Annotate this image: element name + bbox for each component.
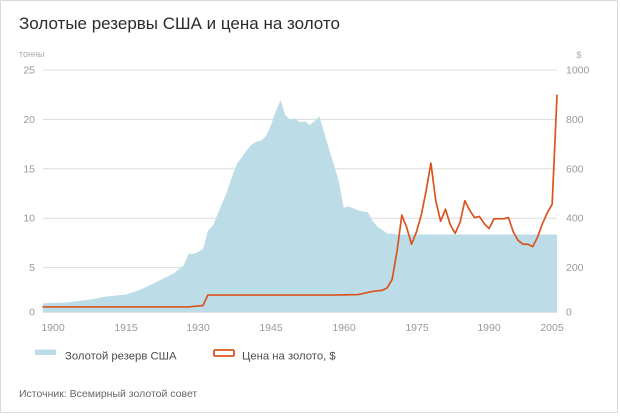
svg-text:25: 25 bbox=[23, 65, 35, 77]
svg-text:Цена на золото, $: Цена на золото, $ bbox=[242, 351, 336, 363]
svg-text:1900: 1900 bbox=[41, 322, 65, 334]
svg-text:$: $ bbox=[576, 50, 581, 60]
svg-text:0: 0 bbox=[29, 307, 35, 319]
svg-text:800: 800 bbox=[566, 114, 584, 126]
svg-text:2005: 2005 bbox=[540, 322, 564, 334]
svg-text:15: 15 bbox=[23, 163, 35, 175]
svg-text:1960: 1960 bbox=[332, 322, 356, 334]
svg-text:600: 600 bbox=[566, 163, 584, 175]
svg-text:тонны: тонны bbox=[19, 49, 44, 59]
svg-text:0: 0 bbox=[566, 307, 572, 319]
svg-text:1000: 1000 bbox=[566, 65, 590, 77]
svg-text:Источник: Всемирный золотой со: Источник: Всемирный золотой совет bbox=[19, 388, 197, 400]
svg-text:1915: 1915 bbox=[114, 322, 138, 334]
svg-text:5: 5 bbox=[29, 262, 35, 274]
svg-text:200: 200 bbox=[566, 262, 584, 274]
svg-text:1975: 1975 bbox=[405, 322, 429, 334]
svg-text:400: 400 bbox=[566, 213, 584, 225]
svg-text:Золотой резерв США: Золотой резерв США bbox=[65, 351, 177, 363]
svg-text:20: 20 bbox=[23, 114, 35, 126]
svg-text:1930: 1930 bbox=[186, 322, 210, 334]
svg-text:1945: 1945 bbox=[259, 322, 283, 334]
svg-text:1990: 1990 bbox=[477, 322, 501, 334]
svg-text:10: 10 bbox=[23, 213, 35, 225]
